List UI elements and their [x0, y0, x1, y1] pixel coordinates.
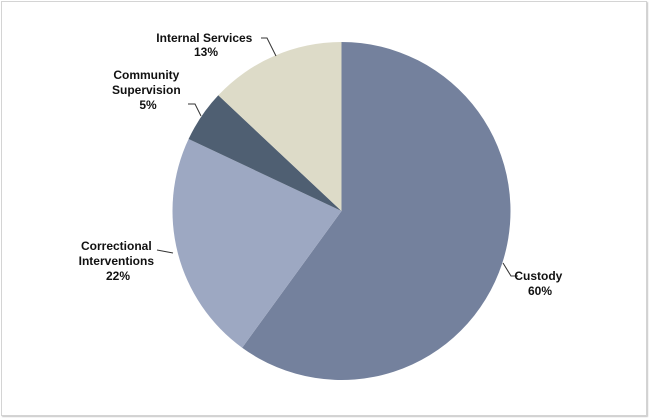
pie-slices [172, 42, 511, 380]
pie-slice-correctional-interventions [172, 139, 342, 348]
label-internal-services: Internal Services 13% [156, 31, 255, 59]
leader-line-custody [502, 262, 518, 277]
pie-slice-community-supervision [188, 95, 342, 211]
leader-line-correctional-interventions [156, 249, 174, 254]
label-custody: Custody 60% [514, 269, 565, 298]
pie-slice-custody [242, 42, 511, 380]
label-correctional-interventions: Correctional Interventions 22% [79, 239, 158, 283]
pie-slice-internal-services [218, 42, 342, 211]
label-community-supervision: Community Supervision 5% [112, 68, 184, 112]
leader-line-community-supervision [188, 103, 202, 117]
leader-line-internal-services [261, 37, 277, 57]
